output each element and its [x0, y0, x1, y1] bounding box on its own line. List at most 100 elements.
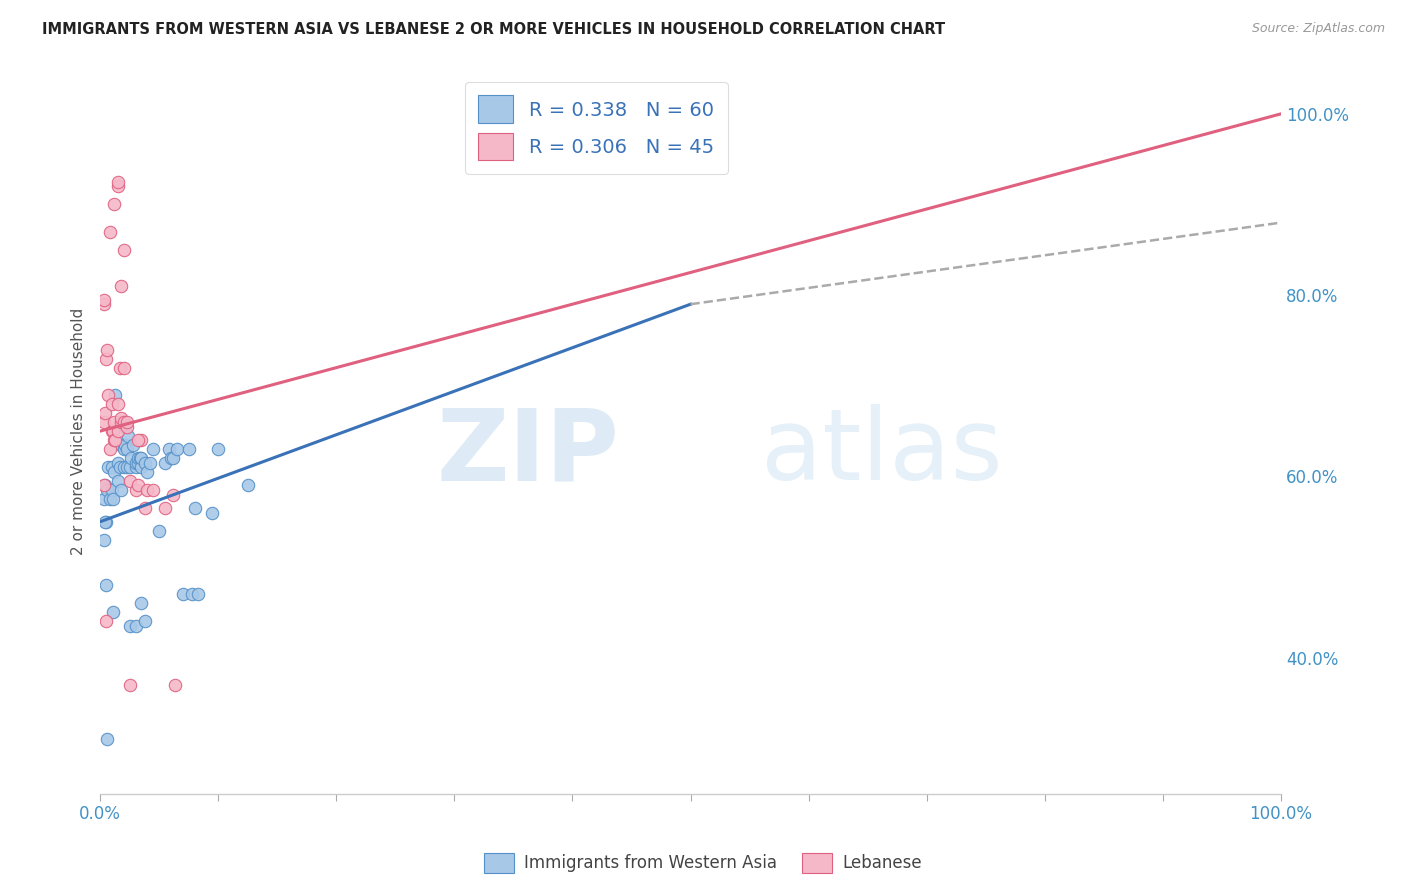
- Point: [112, 442, 135, 457]
- Point: [107, 397, 129, 411]
- Point: [96, 483, 118, 497]
- Point: [138, 456, 160, 470]
- Point: [93, 293, 115, 307]
- Point: [127, 433, 149, 447]
- Point: [108, 360, 131, 375]
- Point: [107, 456, 129, 470]
- Point: [183, 501, 205, 516]
- Point: [101, 424, 124, 438]
- Point: [97, 388, 120, 402]
- Point: [110, 415, 132, 429]
- Point: [114, 419, 136, 434]
- Point: [110, 279, 132, 293]
- Point: [112, 415, 135, 429]
- Legend: Immigrants from Western Asia, Lebanese: Immigrants from Western Asia, Lebanese: [478, 847, 928, 880]
- Point: [127, 456, 149, 470]
- Point: [134, 456, 156, 470]
- Text: IMMIGRANTS FROM WESTERN ASIA VS LEBANESE 2 OR MORE VEHICLES IN HOUSEHOLD CORRELA: IMMIGRANTS FROM WESTERN ASIA VS LEBANESE…: [42, 22, 945, 37]
- Point: [131, 451, 153, 466]
- Point: [108, 460, 131, 475]
- Point: [101, 397, 124, 411]
- Point: [101, 606, 124, 620]
- Point: [114, 438, 136, 452]
- Point: [112, 360, 135, 375]
- Point: [124, 483, 146, 497]
- Point: [101, 460, 124, 475]
- Point: [94, 515, 117, 529]
- Point: [98, 225, 121, 239]
- Point: [117, 415, 139, 429]
- Point: [127, 451, 149, 466]
- Point: [162, 451, 184, 466]
- Y-axis label: 2 or more Vehicles in Household: 2 or more Vehicles in Household: [72, 308, 86, 555]
- Point: [118, 619, 141, 633]
- Point: [136, 483, 159, 497]
- Point: [103, 197, 125, 211]
- Point: [124, 460, 146, 475]
- Point: [110, 438, 132, 452]
- Point: [96, 732, 118, 747]
- Point: [117, 428, 139, 442]
- Point: [110, 483, 132, 497]
- Point: [160, 451, 183, 466]
- Point: [187, 587, 209, 601]
- Point: [98, 442, 121, 457]
- Point: [101, 483, 124, 497]
- Point: [107, 179, 129, 194]
- Point: [94, 478, 117, 492]
- Point: [544, 107, 567, 121]
- Point: [163, 678, 186, 692]
- Point: [142, 483, 165, 497]
- Point: [103, 415, 125, 429]
- Point: [101, 424, 124, 438]
- Text: atlas: atlas: [762, 404, 1002, 501]
- Point: [94, 351, 117, 366]
- Point: [117, 442, 139, 457]
- Point: [131, 596, 153, 610]
- Point: [93, 478, 115, 492]
- Point: [103, 433, 125, 447]
- Point: [153, 456, 176, 470]
- Point: [136, 465, 159, 479]
- Point: [110, 410, 132, 425]
- Point: [117, 419, 139, 434]
- Point: [118, 460, 141, 475]
- Point: [236, 478, 259, 492]
- Point: [94, 578, 117, 592]
- Point: [201, 506, 224, 520]
- Point: [153, 501, 176, 516]
- Point: [124, 619, 146, 633]
- Point: [97, 460, 120, 475]
- Point: [96, 343, 118, 357]
- Point: [207, 442, 229, 457]
- Point: [107, 175, 129, 189]
- Point: [148, 524, 170, 538]
- Point: [181, 587, 204, 601]
- Point: [118, 678, 141, 692]
- Point: [101, 492, 124, 507]
- Legend: R = 0.338   N = 60, R = 0.306   N = 45: R = 0.338 N = 60, R = 0.306 N = 45: [464, 82, 727, 174]
- Point: [93, 297, 115, 311]
- Point: [107, 474, 129, 488]
- Point: [127, 478, 149, 492]
- Point: [120, 451, 142, 466]
- Point: [93, 415, 115, 429]
- Point: [162, 487, 184, 501]
- Point: [103, 465, 125, 479]
- Text: Source: ZipAtlas.com: Source: ZipAtlas.com: [1251, 22, 1385, 36]
- Point: [117, 460, 139, 475]
- Point: [93, 533, 115, 547]
- Point: [131, 460, 153, 475]
- Point: [526, 107, 548, 121]
- Text: ZIP: ZIP: [437, 404, 620, 501]
- Point: [112, 243, 135, 257]
- Point: [172, 587, 194, 601]
- Point: [107, 424, 129, 438]
- Point: [94, 515, 117, 529]
- Point: [104, 433, 127, 447]
- Point: [94, 615, 117, 629]
- Point: [574, 107, 596, 121]
- Point: [112, 460, 135, 475]
- Point: [122, 438, 145, 452]
- Point: [98, 492, 121, 507]
